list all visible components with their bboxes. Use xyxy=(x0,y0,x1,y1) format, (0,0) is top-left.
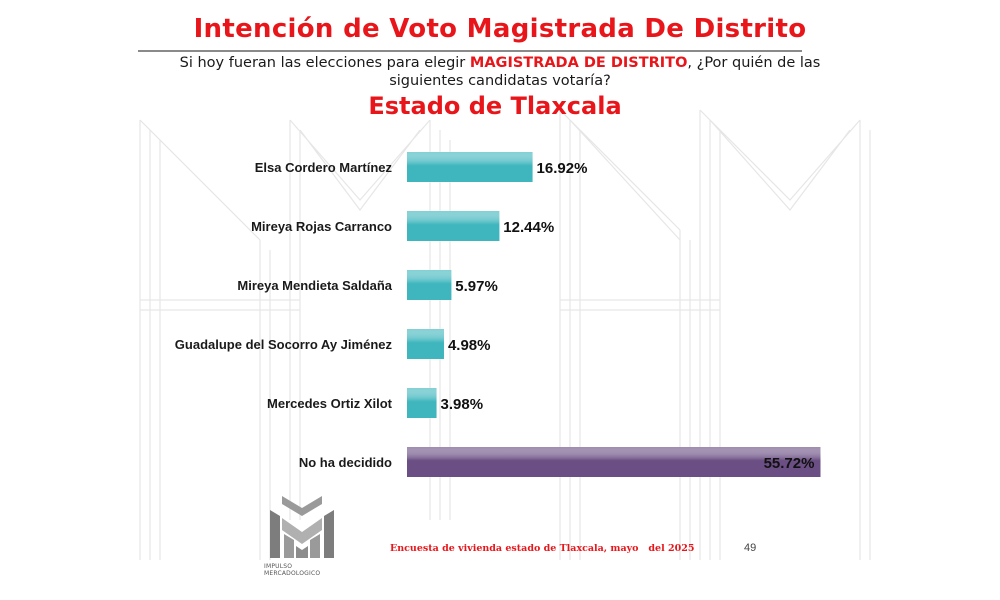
category-label: Guadalupe del Socorro Ay Jiménez xyxy=(175,337,393,352)
value-label: 12.44% xyxy=(503,219,554,236)
value-label: 16.92% xyxy=(537,160,588,177)
question-text-after: , ¿Por quién de las siguientes candidata… xyxy=(389,55,821,89)
chart-subtitle: Estado de Tlaxcala xyxy=(368,92,622,120)
value-label: 5.97% xyxy=(455,278,498,295)
question-text-before: Si hoy fueran las elecciones para elegir xyxy=(179,55,470,71)
category-label: Elsa Cordero Martínez xyxy=(255,160,393,175)
source-note: Encuesta de vivienda estado de Tlaxcala,… xyxy=(390,543,695,554)
category-label: Mercedes Ortiz Xilot xyxy=(267,396,393,411)
title-underline xyxy=(138,50,802,52)
bar-highlight xyxy=(407,152,533,182)
question-highlight: MAGISTRADA DE DISTRITO xyxy=(469,55,688,71)
bar-highlight xyxy=(407,270,452,300)
value-label: 55.72% xyxy=(764,455,815,472)
page-number: 49 xyxy=(744,542,757,554)
logo-line-2: MERCADOLOGICO xyxy=(264,570,321,577)
value-label: 3.98% xyxy=(441,396,484,413)
bar-highlight xyxy=(407,388,437,418)
survey-question: Si hoy fueran las elecciones para elegir… xyxy=(150,54,850,90)
bar-highlight xyxy=(407,211,500,241)
logo-text: IMPULSO MERCADOLOGICO xyxy=(264,563,344,577)
bar-highlight xyxy=(407,329,444,359)
category-label: Mireya Rojas Carranco xyxy=(251,219,392,234)
logo-icon xyxy=(270,496,334,558)
logo-line-1: IMPULSO xyxy=(264,563,293,570)
bar-highlight xyxy=(407,447,821,477)
chart-title: Intención de Voto Magistrada De Distrito xyxy=(193,14,807,44)
value-label: 4.98% xyxy=(448,337,491,354)
category-label: Mireya Mendieta Saldaña xyxy=(237,278,392,293)
category-label: No ha decidido xyxy=(299,455,392,470)
